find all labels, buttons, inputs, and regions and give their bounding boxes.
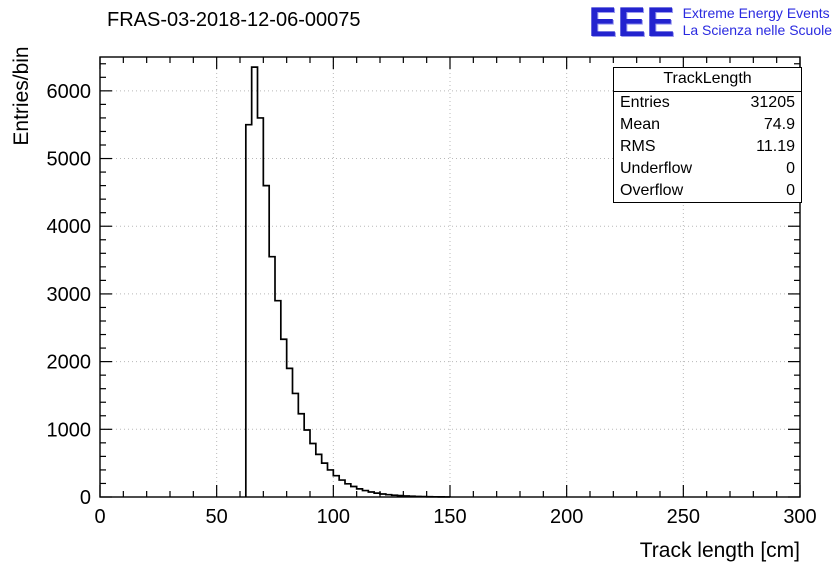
stats-value: 11.19 <box>756 138 795 155</box>
stats-box: TrackLength Entries 31205 Mean 74.9 RMS … <box>613 67 802 203</box>
stats-row-mean: Mean 74.9 <box>614 114 801 136</box>
stats-label: RMS <box>620 138 656 155</box>
x-tick-label: 100 <box>317 506 350 528</box>
stats-value: 0 <box>786 160 795 177</box>
y-tick-label: 3000 <box>47 284 92 306</box>
y-tick-label: 1000 <box>47 419 92 441</box>
stats-value: 74.9 <box>763 116 795 133</box>
stats-label: Mean <box>620 116 661 133</box>
x-tick-label: 0 <box>94 506 105 528</box>
plot-title: FRAS-03-2018-12-06-00075 <box>107 9 361 31</box>
eee-logo-captions: Extreme Energy Events La Scienza nelle S… <box>683 2 832 39</box>
eee-logo-line1: Extreme Energy Events <box>682 5 830 21</box>
y-tick-label: 0 <box>80 487 91 509</box>
y-tick-label: 5000 <box>47 149 92 171</box>
eee-logo-mark: EEE <box>588 0 676 45</box>
stats-value: 0 <box>786 182 795 199</box>
y-tick-label: 4000 <box>47 216 92 238</box>
histogram-line <box>244 66 451 498</box>
stats-title: TrackLength <box>614 68 801 92</box>
x-tick-label: 250 <box>667 506 700 528</box>
stats-value: 31205 <box>750 94 796 111</box>
x-tick-label: 50 <box>206 506 228 528</box>
stats-row-overflow: Overflow 0 <box>614 180 801 202</box>
y-tick-label: 2000 <box>47 352 92 374</box>
y-axis-title: Entries/bin <box>10 46 33 146</box>
eee-logo: EEE Extreme Energy Events La Scienza nel… <box>588 0 832 45</box>
stats-row-entries: Entries 31205 <box>614 92 801 114</box>
x-tick-label: 150 <box>433 506 466 528</box>
stats-label: Entries <box>620 94 670 111</box>
x-tick-label: 300 <box>783 506 816 528</box>
y-tick-label: 6000 <box>47 81 92 103</box>
stats-row-rms: RMS 11.19 <box>614 136 801 158</box>
x-tick-label: 200 <box>550 506 583 528</box>
stats-label: Underflow <box>620 160 693 177</box>
x-axis-title: Track length [cm] <box>639 539 800 562</box>
eee-logo-line2: La Scienza nelle Scuole <box>682 22 832 38</box>
stats-row-underflow: Underflow 0 <box>614 158 801 180</box>
stats-label: Overflow <box>620 182 684 199</box>
